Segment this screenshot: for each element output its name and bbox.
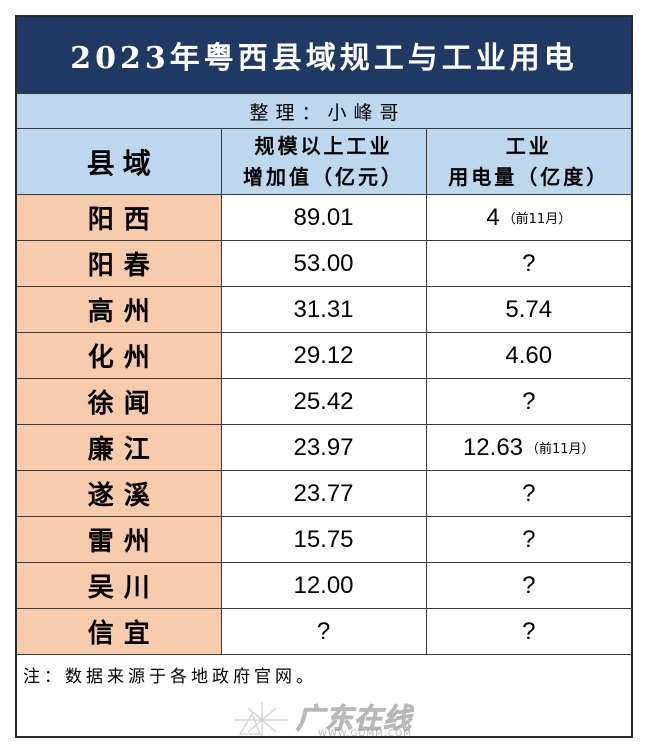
electricity-cell: ? xyxy=(425,516,633,563)
value-added-cell: 12.00 xyxy=(220,562,427,609)
data-table: 2023年粤西县域规工与工业用电 整理：小峰哥 县域 规模以上工业 增加值（亿元… xyxy=(15,15,634,738)
electricity-cell: ? xyxy=(425,608,633,655)
county-name: 化州 xyxy=(15,332,222,379)
electricity-cell: ? xyxy=(425,240,633,287)
column-header-electricity-line1: 工业 xyxy=(505,133,552,158)
table-row: 廉江 23.97 12.63 （前11月） xyxy=(15,424,633,471)
value-added-cell: 29.12 xyxy=(220,332,427,379)
table-row: 雷州 15.75 ? xyxy=(15,516,633,563)
column-header-electricity: 工业 用电量（亿度） xyxy=(425,128,633,195)
electricity-period-note: （前11月） xyxy=(502,211,572,227)
table-row: 遂溪 23.77 ? xyxy=(15,470,633,517)
column-header-electricity-line2: 用电量（亿度） xyxy=(448,164,610,189)
watermark-url: WWW.GDMM.COM xyxy=(318,729,412,739)
electricity-cell: 12.63 （前11月） xyxy=(425,424,633,471)
value-added-cell: 89.01 xyxy=(220,194,427,241)
value-added-cell: ? xyxy=(220,608,427,655)
electricity-cell: ? xyxy=(425,378,633,425)
county-name: 雷州 xyxy=(15,516,222,563)
table-title: 2023年粤西县域规工与工业用电 xyxy=(15,15,633,94)
county-name: 廉江 xyxy=(15,424,222,471)
electricity-cell: 5.74 xyxy=(425,286,633,333)
table-row: 吴川 12.00 ? xyxy=(15,562,633,609)
header-row: 县域 规模以上工业 增加值（亿元） 工业 用电量（亿度） xyxy=(15,128,633,195)
table-row: 信宜 ? ? xyxy=(15,608,633,655)
value-added-cell: 25.42 xyxy=(220,378,427,425)
watermark-logo-icon xyxy=(234,702,288,737)
county-name: 阳春 xyxy=(15,240,222,287)
electricity-cell: ? xyxy=(425,470,633,517)
column-header-value-added-line2: 增加值（亿元） xyxy=(243,164,404,189)
county-name: 吴川 xyxy=(15,562,222,609)
table-row: 阳春 53.00 ? xyxy=(15,240,633,287)
electricity-value: 4 xyxy=(486,203,500,231)
title-row: 2023年粤西县域规工与工业用电 xyxy=(15,15,633,94)
table-row: 化州 29.12 4.60 xyxy=(15,332,633,379)
value-added-cell: 23.97 xyxy=(220,424,427,471)
watermark-logo-text: 广东在线 xyxy=(295,702,413,736)
table-row: 阳西 89.01 4 （前11月） xyxy=(15,194,633,241)
county-name: 徐闻 xyxy=(15,378,222,425)
electricity-cell: 4.60 xyxy=(425,332,633,379)
source-note: 注：数据来源于各地政府官网。 xyxy=(15,654,633,738)
county-name: 信宜 xyxy=(15,608,222,655)
compiler-row: 整理：小峰哥 xyxy=(15,93,633,129)
county-name: 遂溪 xyxy=(15,470,222,517)
electricity-cell: ? xyxy=(425,562,633,609)
county-name: 高州 xyxy=(15,286,222,333)
electricity-period-note: （前11月） xyxy=(526,441,595,457)
compiler-credit: 整理：小峰哥 xyxy=(15,93,633,129)
value-added-cell: 23.77 xyxy=(220,470,427,517)
value-added-cell: 31.31 xyxy=(220,286,427,333)
column-header-county: 县域 xyxy=(15,128,222,195)
value-added-cell: 15.75 xyxy=(220,516,427,563)
county-name: 阳西 xyxy=(15,194,222,241)
electricity-value: 12.63 xyxy=(462,433,524,461)
table-row: 徐闻 25.42 ? xyxy=(15,378,633,425)
column-header-value-added-line1: 规模以上工业 xyxy=(254,133,393,158)
electricity-cell: 4 （前11月） xyxy=(425,194,633,241)
column-header-value-added: 规模以上工业 增加值（亿元） xyxy=(220,128,427,195)
table-row: 高州 31.31 5.74 xyxy=(15,286,633,333)
note-row: 注：数据来源于各地政府官网。 xyxy=(15,654,633,738)
value-added-cell: 53.00 xyxy=(220,240,427,287)
